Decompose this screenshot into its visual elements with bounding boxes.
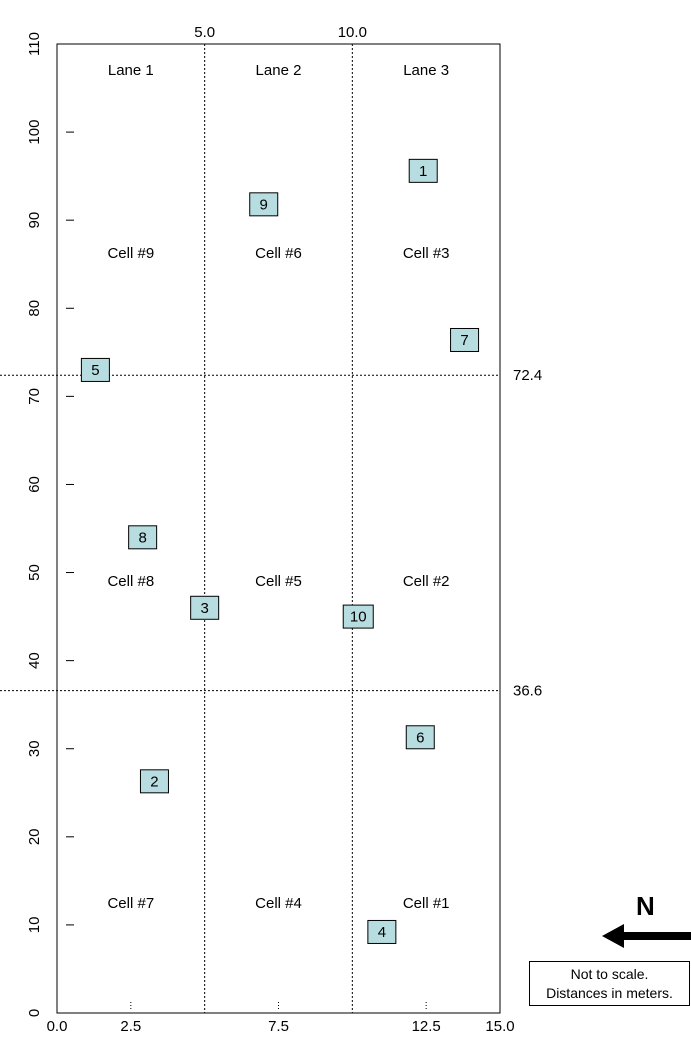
lane-label: Lane 3 [403, 62, 449, 79]
point-marker [80, 357, 110, 382]
cell-label: Cell #3 [403, 245, 450, 262]
x-tick-label: 0.0 [47, 1018, 68, 1035]
north-label: N [636, 891, 655, 921]
row-divider-label: 72.4 [513, 367, 542, 384]
cell-label: Cell #1 [403, 895, 450, 912]
point-marker [367, 919, 397, 944]
point-marker-label: 10 [350, 609, 367, 626]
point-marker-label: 8 [138, 529, 146, 546]
x-tick-label: 15.0 [485, 1018, 514, 1035]
y-tick-label: 0 [26, 1009, 43, 1017]
point-marker [405, 725, 435, 750]
point-marker-label: 4 [378, 924, 386, 941]
point-marker-label: 2 [150, 773, 158, 790]
point-marker-label: 5 [91, 362, 99, 379]
point-marker-label: 3 [200, 600, 208, 617]
north-arrow-icon [602, 924, 691, 948]
point-marker [450, 327, 480, 352]
lane-label: Lane 1 [108, 62, 154, 79]
scale-note-line-2: Distances in meters. [546, 985, 673, 1001]
y-tick-label: 40 [26, 652, 43, 669]
x-tick-label: 2.5 [120, 1018, 141, 1035]
top-axis-label: 10.0 [338, 24, 367, 41]
x-tick-label: 12.5 [412, 1018, 441, 1035]
scale-note: Not to scale. Distances in meters. [529, 961, 690, 1006]
y-tick-label: 60 [26, 476, 43, 493]
plot-frame [56, 43, 501, 1014]
cell-label: Cell #8 [107, 573, 154, 590]
point-marker-label: 7 [460, 332, 468, 349]
y-tick-label: 70 [26, 388, 43, 405]
cell-label: Cell #2 [403, 573, 450, 590]
x-tick-label: 7.5 [268, 1018, 289, 1035]
y-tick-label: 50 [26, 564, 43, 581]
cell-label: Cell #7 [107, 895, 154, 912]
point-marker [128, 525, 158, 550]
point-marker [139, 769, 169, 794]
point-marker-label: 1 [419, 163, 427, 180]
top-axis-label: 5.0 [194, 24, 215, 41]
point-marker [342, 604, 374, 629]
point-marker-label: 9 [260, 196, 268, 213]
y-tick-label: 100 [26, 120, 43, 145]
row-divider-label: 36.6 [513, 683, 542, 700]
north-indicator: N [600, 891, 691, 955]
point-marker-label: 6 [416, 729, 424, 746]
y-tick-label: 20 [26, 828, 43, 845]
lane-label: Lane 2 [256, 62, 302, 79]
cell-label: Cell #9 [107, 245, 154, 262]
cell-label: Cell #4 [255, 895, 302, 912]
y-tick-label: 10 [26, 917, 43, 934]
cell-label: Cell #5 [255, 573, 302, 590]
point-marker [190, 595, 220, 620]
y-tick-label: 110 [26, 32, 43, 56]
point-marker [408, 158, 438, 183]
y-tick-label: 80 [26, 300, 43, 317]
y-tick-label: 30 [26, 740, 43, 757]
y-tick-label: 90 [26, 212, 43, 229]
cell-label: Cell #6 [255, 245, 302, 262]
scale-note-line-1: Not to scale. [570, 966, 649, 982]
point-marker [249, 192, 279, 217]
